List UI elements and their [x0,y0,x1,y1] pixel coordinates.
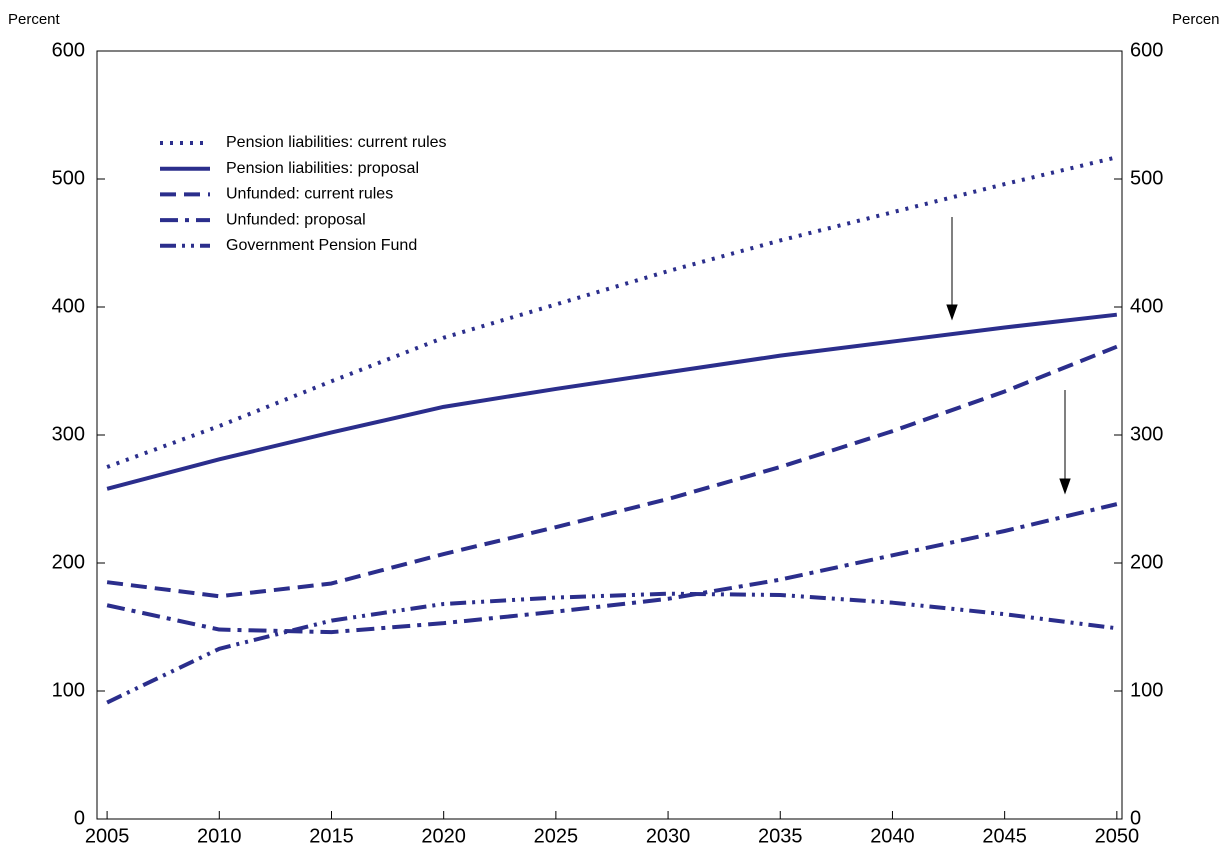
series-line [106,155,1118,469]
y2-axis-label: Percent [1172,11,1219,28]
arrow-head [946,304,958,321]
series-line [106,591,1118,705]
y2-tick-label: 0 [1130,807,1141,829]
y2-tick-label: 300 [1130,423,1163,445]
x-tick-label: 2050 [1095,825,1140,847]
x-tick-label: 2020 [421,825,466,847]
y-tick-label: 600 [52,39,85,61]
y-tick-label: 200 [52,551,85,573]
x-tick-label: 2030 [646,825,691,847]
legend-label: Pension liabilities: current rules [226,134,447,151]
x-tick-label: 2025 [534,825,579,847]
series-line [106,502,1118,635]
y-tick-label: 100 [52,679,85,701]
series-line [106,312,1118,491]
x-tick-label: 2015 [309,825,354,847]
y-tick-label: 400 [52,295,85,317]
x-tick-label: 2045 [982,825,1027,847]
y-axis-label: Percent [8,11,61,28]
x-tick-label: 2035 [758,825,803,847]
arrow-head [1059,478,1071,495]
x-tick-label: 2010 [197,825,242,847]
series-line [106,344,1118,599]
y-tick-label: 300 [52,423,85,445]
y2-tick-label: 400 [1130,295,1163,317]
x-tick-label: 2040 [870,825,915,847]
y-tick-label: 0 [74,807,85,829]
arrows [946,217,1071,495]
legend-label: Government Pension Fund [226,237,417,254]
legend-label: Unfunded: current rules [226,186,393,203]
y2-tick-label: 500 [1130,167,1163,189]
legend-label: Pension liabilities: proposal [226,160,419,177]
x-tick-label: 2005 [85,825,130,847]
y-tick-label: 500 [52,167,85,189]
legend-label: Unfunded: proposal [226,211,366,228]
y2-tick-label: 100 [1130,679,1163,701]
y2-tick-label: 200 [1130,551,1163,573]
y2-tick-label: 600 [1130,39,1163,61]
